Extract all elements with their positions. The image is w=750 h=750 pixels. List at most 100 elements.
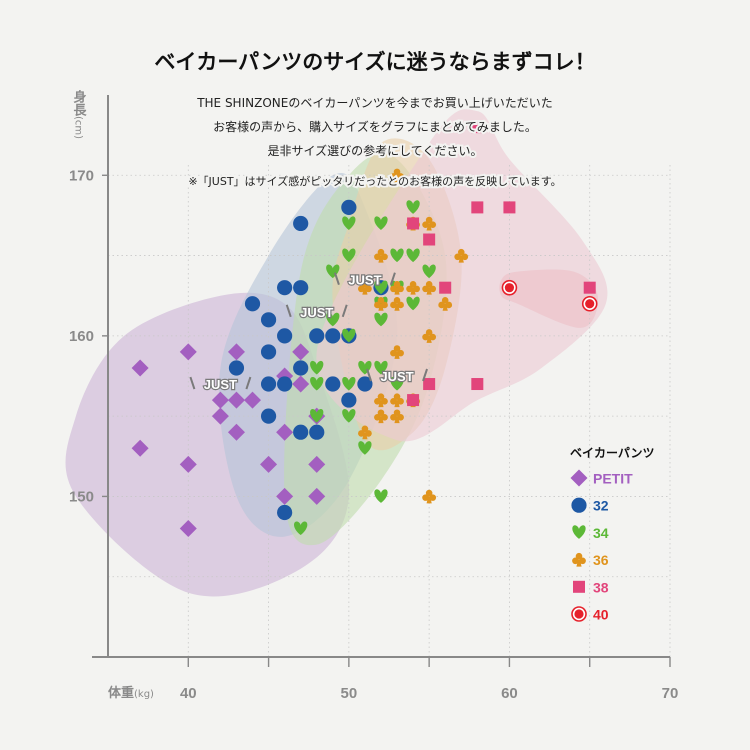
data-point-34 — [310, 360, 324, 375]
club-stem — [394, 400, 400, 408]
club-right-lobe — [381, 414, 388, 421]
data-point-36 — [390, 280, 404, 295]
legend-marker-petit — [570, 469, 588, 487]
club-top-lobe — [377, 409, 385, 417]
just-label-text: JUST — [380, 369, 413, 384]
data-point-36 — [454, 248, 469, 263]
data-point-petit — [227, 343, 245, 361]
data-point-38 — [503, 201, 516, 214]
data-point-32 — [260, 376, 277, 392]
data-point-36 — [374, 409, 388, 424]
data-point-36 — [374, 248, 388, 263]
club-left-lobe — [374, 414, 381, 421]
data-point-36 — [422, 329, 437, 343]
data-point-36 — [390, 409, 404, 424]
legend-item-38: 38 — [573, 579, 609, 595]
data-point-34 — [406, 296, 420, 311]
club-left-lobe — [374, 301, 381, 309]
club-top-lobe — [377, 393, 385, 400]
data-point-petit — [292, 343, 310, 361]
data-point-38 — [423, 378, 436, 391]
club-stem — [378, 255, 384, 263]
club-right-lobe — [397, 349, 404, 357]
club-top-lobe — [409, 280, 417, 288]
data-point-34 — [342, 248, 356, 263]
data-point-petit — [179, 455, 197, 473]
just-label-34: JUST — [333, 271, 396, 289]
data-point-34 — [342, 328, 356, 343]
data-point-36 — [422, 216, 437, 231]
data-point-32 — [277, 376, 293, 392]
legend-item-petit: PETIT — [570, 469, 633, 487]
club-stem — [426, 223, 432, 231]
club-stem — [426, 496, 432, 504]
just-label-text: JUST — [204, 377, 237, 392]
data-point-34 — [406, 248, 420, 263]
club-top-lobe — [441, 297, 449, 304]
header-text-layer: ベイカーパンツのサイズに迷うならまずコレ！ THE SHINZONEのベイカーパン… — [154, 50, 595, 190]
data-point-36 — [358, 280, 372, 295]
y-axis-label-text: 身長 — [71, 89, 87, 117]
data-point-40 — [501, 279, 518, 296]
club-left-lobe — [374, 253, 381, 261]
club-top-lobe — [393, 345, 401, 352]
data-point-petit — [308, 455, 326, 473]
club-top-lobe — [393, 393, 401, 400]
data-point-petit — [260, 455, 278, 473]
data-point-34 — [390, 376, 404, 391]
ring-inner — [504, 283, 515, 293]
club-top-lobe — [393, 280, 401, 288]
club-left-lobe — [572, 557, 579, 565]
club-right-lobe — [461, 253, 469, 261]
data-point-36 — [358, 425, 372, 440]
club-top-lobe — [393, 409, 401, 417]
club-top-lobe — [377, 297, 385, 304]
club-left-lobe — [390, 173, 397, 180]
legend-title: ベイカーパンツ — [570, 446, 654, 460]
data-point-petit — [179, 343, 197, 361]
legend-marker-34 — [572, 525, 586, 539]
x-tick-label: 70 — [662, 685, 679, 702]
data-point-petit — [211, 407, 229, 425]
club-stem — [394, 303, 400, 311]
club-top-lobe — [393, 168, 401, 176]
club-right-lobe — [397, 173, 404, 180]
club-right-lobe — [397, 301, 404, 309]
data-point-32 — [309, 328, 325, 344]
just-left-slash — [366, 368, 372, 382]
legend-label: 32 — [593, 498, 609, 514]
club-stem — [458, 255, 464, 263]
club-top-lobe — [457, 248, 465, 256]
data-point-38 — [407, 394, 420, 407]
club-right-lobe — [579, 557, 586, 565]
axes-layer: 40 50 60 70 150 160 170 体重(kg) 身長(cm) — [69, 89, 678, 702]
data-point-petit — [131, 439, 149, 457]
data-point-34 — [358, 441, 372, 455]
data-point-34 — [326, 312, 340, 327]
just-left-slash — [189, 376, 196, 390]
data-point-34 — [342, 216, 356, 230]
club-top-lobe — [425, 489, 433, 497]
data-point-34 — [374, 360, 388, 375]
data-point-34 — [406, 200, 420, 214]
club-right-lobe — [429, 221, 437, 228]
legend-item-34: 34 — [572, 525, 609, 541]
x-tick-label: 40 — [180, 685, 197, 702]
data-point-32 — [309, 424, 325, 440]
club-stem — [394, 351, 400, 359]
club-top-lobe — [377, 248, 385, 256]
data-point-36 — [390, 393, 404, 408]
x-axis-label: 体重(kg) — [108, 685, 154, 701]
size-region-38 — [316, 109, 608, 442]
club-stem — [426, 335, 432, 343]
intro-text-line: お客様の声から、購入サイズをグラフにまとめてみました。 — [213, 119, 537, 134]
data-point-36 — [390, 297, 404, 311]
club-left-lobe — [390, 349, 397, 357]
data-point-32 — [244, 296, 261, 312]
club-left-lobe — [358, 285, 365, 293]
club-stem — [394, 416, 400, 424]
legend-item-32: 32 — [571, 497, 609, 514]
ring-inner — [574, 609, 584, 619]
data-point-32 — [341, 199, 357, 215]
